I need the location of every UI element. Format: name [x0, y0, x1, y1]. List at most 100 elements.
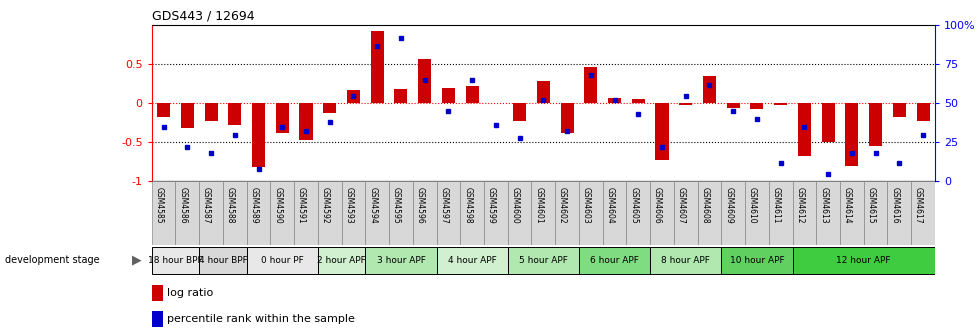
Text: GSM4585: GSM4585	[155, 186, 163, 223]
Bar	[251, 103, 265, 167]
FancyBboxPatch shape	[270, 181, 293, 245]
Bar	[584, 68, 597, 103]
Bar	[346, 90, 360, 103]
Text: 2 hour APF: 2 hour APF	[317, 256, 366, 265]
Text: GSM4596: GSM4596	[416, 186, 424, 223]
Bar	[750, 103, 763, 109]
Bar	[418, 59, 430, 103]
FancyBboxPatch shape	[626, 181, 649, 245]
Bar	[892, 103, 905, 117]
Text: GSM4593: GSM4593	[344, 186, 353, 223]
Text: 6 hour APF: 6 hour APF	[590, 256, 639, 265]
Text: development stage: development stage	[5, 255, 100, 265]
Text: ▶: ▶	[132, 254, 142, 267]
Text: GSM4599: GSM4599	[486, 186, 496, 223]
FancyBboxPatch shape	[365, 181, 388, 245]
FancyBboxPatch shape	[697, 181, 721, 245]
FancyBboxPatch shape	[839, 181, 863, 245]
FancyBboxPatch shape	[436, 181, 460, 245]
Text: GSM4607: GSM4607	[676, 186, 685, 223]
Bar	[512, 103, 525, 121]
Text: GSM4590: GSM4590	[273, 186, 282, 223]
FancyBboxPatch shape	[246, 181, 270, 245]
FancyBboxPatch shape	[863, 181, 887, 245]
Bar	[726, 103, 739, 108]
Bar	[299, 103, 312, 140]
Bar	[844, 103, 858, 166]
Text: 18 hour BPF: 18 hour BPF	[148, 256, 202, 265]
Bar	[821, 103, 834, 142]
Bar	[371, 32, 383, 103]
Text: GSM4615: GSM4615	[866, 186, 874, 223]
Text: GSM4594: GSM4594	[368, 186, 377, 223]
Text: GSM4616: GSM4616	[889, 186, 899, 223]
FancyBboxPatch shape	[792, 181, 816, 245]
Bar	[915, 103, 929, 121]
Text: GSM4591: GSM4591	[296, 186, 306, 223]
Bar	[797, 103, 810, 157]
FancyBboxPatch shape	[365, 247, 436, 274]
Text: 8 hour APF: 8 hour APF	[660, 256, 709, 265]
FancyBboxPatch shape	[293, 181, 318, 245]
FancyBboxPatch shape	[199, 247, 246, 274]
Text: GSM4605: GSM4605	[629, 186, 638, 223]
FancyBboxPatch shape	[792, 247, 934, 274]
FancyBboxPatch shape	[152, 247, 199, 274]
Bar	[631, 99, 645, 103]
Bar	[181, 103, 194, 128]
Text: GSM4586: GSM4586	[178, 186, 187, 223]
FancyBboxPatch shape	[318, 181, 341, 245]
Bar	[607, 98, 620, 103]
Text: GSM4589: GSM4589	[249, 186, 258, 223]
Text: GSM4601: GSM4601	[534, 186, 543, 223]
FancyBboxPatch shape	[246, 247, 318, 274]
Text: 0 hour PF: 0 hour PF	[260, 256, 303, 265]
Text: GSM4609: GSM4609	[724, 186, 733, 223]
Text: GSM4614: GSM4614	[842, 186, 851, 223]
Bar	[152, 285, 163, 301]
Text: log ratio: log ratio	[167, 288, 213, 298]
FancyBboxPatch shape	[673, 181, 697, 245]
Bar	[441, 88, 455, 103]
FancyBboxPatch shape	[649, 247, 721, 274]
Text: GDS443 / 12694: GDS443 / 12694	[152, 10, 254, 23]
Bar	[228, 103, 242, 125]
Text: GSM4600: GSM4600	[511, 186, 519, 223]
FancyBboxPatch shape	[413, 181, 436, 245]
Text: GSM4606: GSM4606	[652, 186, 661, 223]
FancyBboxPatch shape	[341, 181, 365, 245]
FancyBboxPatch shape	[508, 181, 531, 245]
Text: GSM4587: GSM4587	[201, 186, 211, 223]
Bar	[204, 103, 217, 121]
Text: GSM4597: GSM4597	[439, 186, 448, 223]
FancyBboxPatch shape	[199, 181, 223, 245]
FancyBboxPatch shape	[175, 181, 199, 245]
Text: GSM4592: GSM4592	[321, 186, 330, 223]
FancyBboxPatch shape	[649, 181, 673, 245]
Text: 10 hour APF: 10 hour APF	[729, 256, 783, 265]
FancyBboxPatch shape	[223, 181, 246, 245]
FancyBboxPatch shape	[531, 181, 555, 245]
FancyBboxPatch shape	[578, 181, 602, 245]
Bar	[868, 103, 881, 146]
Text: GSM4602: GSM4602	[557, 186, 566, 223]
FancyBboxPatch shape	[388, 181, 413, 245]
Text: 3 hour APF: 3 hour APF	[377, 256, 425, 265]
Text: GSM4603: GSM4603	[581, 186, 590, 223]
Text: percentile rank within the sample: percentile rank within the sample	[167, 314, 355, 324]
Bar	[466, 86, 478, 103]
FancyBboxPatch shape	[436, 247, 508, 274]
FancyBboxPatch shape	[721, 181, 744, 245]
Text: GSM4617: GSM4617	[913, 186, 922, 223]
FancyBboxPatch shape	[318, 247, 365, 274]
Bar	[774, 103, 786, 105]
FancyBboxPatch shape	[483, 181, 508, 245]
Text: GSM4598: GSM4598	[463, 186, 471, 223]
FancyBboxPatch shape	[602, 181, 626, 245]
Text: 4 hour APF: 4 hour APF	[447, 256, 496, 265]
FancyBboxPatch shape	[721, 247, 792, 274]
Text: 5 hour APF: 5 hour APF	[518, 256, 567, 265]
Text: 12 hour APF: 12 hour APF	[835, 256, 890, 265]
Text: 4 hour BPF: 4 hour BPF	[199, 256, 247, 265]
Text: GSM4613: GSM4613	[819, 186, 827, 223]
